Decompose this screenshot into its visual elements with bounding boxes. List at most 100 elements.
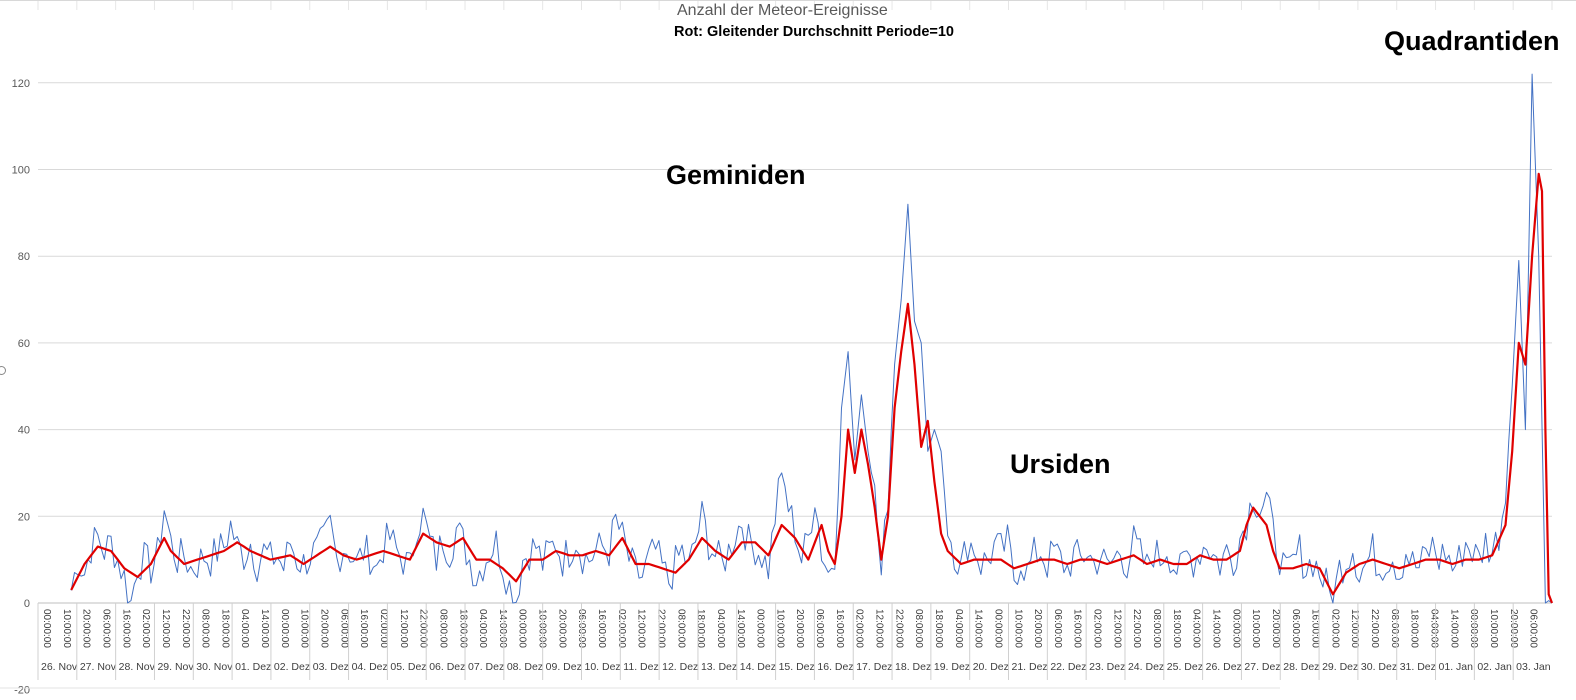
x-time-label: 14:00:00: [1448, 609, 1459, 648]
x-time-label: 02:00:00: [616, 609, 627, 648]
y-tick-label: 80: [18, 251, 30, 263]
x-time-label: 06:00:00: [1290, 609, 1301, 648]
annotation-ursiden: Ursiden: [1010, 449, 1111, 479]
x-time-label: 16:00:00: [1072, 609, 1083, 648]
x-date-label: 26. Dez: [1206, 661, 1242, 673]
x-time-label: 04:00:00: [239, 609, 250, 648]
x-date-label: 09. Dez: [546, 661, 582, 673]
x-time-label: 00:00:00: [517, 609, 528, 648]
x-time-label: 02:00:00: [140, 609, 151, 648]
x-date-label: 17. Dez: [856, 661, 892, 673]
x-time-label: 18:00:00: [695, 609, 706, 648]
x-date-label: 03. Jan: [1516, 661, 1551, 673]
x-time-label: 10:00:00: [299, 609, 310, 648]
x-date-label: 05. Dez: [390, 661, 426, 673]
x-time-label: 10:00:00: [537, 609, 548, 648]
x-time-label: 06:00:00: [338, 609, 349, 648]
x-time-label: 20:00:00: [81, 609, 92, 648]
x-time-label: 18:00:00: [1171, 609, 1182, 648]
x-time-label: 16:00:00: [596, 609, 607, 648]
x-time-label: 12:00:00: [1111, 609, 1122, 648]
x-time-label: 16:00:00: [834, 609, 845, 648]
x-time-label: 04:00:00: [953, 609, 964, 648]
x-date-label: 18. Dez: [895, 661, 931, 673]
x-time-label: 00:00:00: [279, 609, 290, 648]
x-time-label: 04:00:00: [1191, 609, 1202, 648]
x-time-label: 06:00:00: [814, 609, 825, 648]
x-time-label: 08:00:00: [1389, 609, 1400, 648]
x-time-label: 02:00:00: [1329, 609, 1340, 648]
series-line-moving-average: [70, 172, 1554, 604]
x-time-label: 00:00:00: [755, 609, 766, 648]
chart-subtitle: Rot: Gleitender Durchschnitt Periode=10: [674, 24, 954, 40]
x-date-label: 16. Dez: [817, 661, 853, 673]
x-date-label: 29. Dez: [1322, 661, 1358, 673]
x-time-label: 18:00:00: [933, 609, 944, 648]
x-time-label: 18:00:00: [457, 609, 468, 648]
x-time-label: 20:00:00: [1032, 609, 1043, 648]
y-axis-tick-labels: -20 0 20 40 60 80 100 120: [12, 78, 30, 697]
x-time-label: 08:00:00: [1151, 609, 1162, 648]
annotation-geminiden: Geminiden: [666, 160, 806, 190]
x-time-label: 14:00:00: [973, 609, 984, 648]
x-time-label: 12:00:00: [398, 609, 409, 648]
x-time-label: 14:00:00: [735, 609, 746, 648]
x-time-label: 04:00:00: [715, 609, 726, 648]
x-time-label: 10:00:00: [1250, 609, 1261, 648]
x-time-label: 10:00:00: [61, 609, 72, 648]
x-time-label: 10:00:00: [1488, 609, 1499, 648]
x-date-label: 24. Dez: [1128, 661, 1164, 673]
x-time-label: 14:00:00: [1210, 609, 1221, 648]
x-time-label: 20:00:00: [794, 609, 805, 648]
resize-handle[interactable]: [0, 366, 6, 375]
x-time-label: 18:00:00: [219, 609, 230, 648]
x-date-label: 01. Jan: [1439, 661, 1474, 673]
x-time-label: 00:00:00: [1230, 609, 1241, 648]
y-tick-label: -20: [14, 685, 30, 697]
x-time-label: 08:00:00: [437, 609, 448, 648]
x-time-label: 06:00:00: [1052, 609, 1063, 648]
x-date-label: 19. Dez: [934, 661, 970, 673]
x-date-label: 06. Dez: [429, 661, 465, 673]
x-time-label: 22:00:00: [1369, 609, 1380, 648]
x-time-label: 04:00:00: [477, 609, 488, 648]
x-time-label: 16:00:00: [358, 609, 369, 648]
y-tick-label: 60: [18, 338, 30, 350]
x-date-label: 03. Dez: [313, 661, 349, 673]
x-axis: 00:00:00 10:00:00 20:00:00 06:00:00 16:00:00…: [0, 602, 1552, 689]
x-date-label: 30. Dez: [1361, 661, 1397, 673]
series-lines: [70, 73, 1554, 604]
x-date-label: 08. Dez: [507, 661, 543, 673]
x-date-label: 26. Nov: [41, 661, 78, 673]
x-time-label: 02:00:00: [1092, 609, 1103, 648]
x-date-label: 31. Dez: [1400, 661, 1436, 673]
x-date-label: 21. Dez: [1012, 661, 1048, 673]
x-time-label: 14:00:00: [497, 609, 508, 648]
annotation-quadrantiden: Quadrantiden: [1384, 26, 1560, 56]
x-date-label: 04. Dez: [352, 661, 388, 673]
x-date-label: 28. Nov: [119, 661, 156, 673]
x-date-label: 30. Nov: [196, 661, 233, 673]
x-date-label: 11. Dez: [623, 661, 658, 673]
x-time-label: 20:00:00: [319, 609, 330, 648]
x-time-label: 00:00:00: [992, 609, 1003, 648]
x-date-label: 13. Dez: [701, 661, 737, 673]
x-time-label: 10:00:00: [774, 609, 785, 648]
chart-title: Anzahl der Meteor-Ereignisse: [677, 2, 888, 19]
x-time-label: 00:00:00: [1468, 609, 1479, 648]
x-time-label: 22:00:00: [1131, 609, 1142, 648]
x-date-label: 27. Dez: [1244, 661, 1280, 673]
y-tick-label: 0: [24, 598, 30, 610]
x-time-label: 22:00:00: [180, 609, 191, 648]
x-date-label: 10. Dez: [584, 661, 620, 673]
x-time-label: 08:00:00: [913, 609, 924, 648]
vertical-gridlines: [37, 0, 1553, 10]
y-tick-label: 20: [18, 511, 30, 523]
x-time-label: 02:00:00: [854, 609, 865, 648]
x-time-label: 04:00:00: [1429, 609, 1440, 648]
x-time-label: 02:00:00: [378, 609, 389, 648]
x-time-label: 12:00:00: [160, 609, 171, 648]
x-date-label: 15. Dez: [779, 661, 815, 673]
x-time-label: 20:00:00: [1270, 609, 1281, 648]
